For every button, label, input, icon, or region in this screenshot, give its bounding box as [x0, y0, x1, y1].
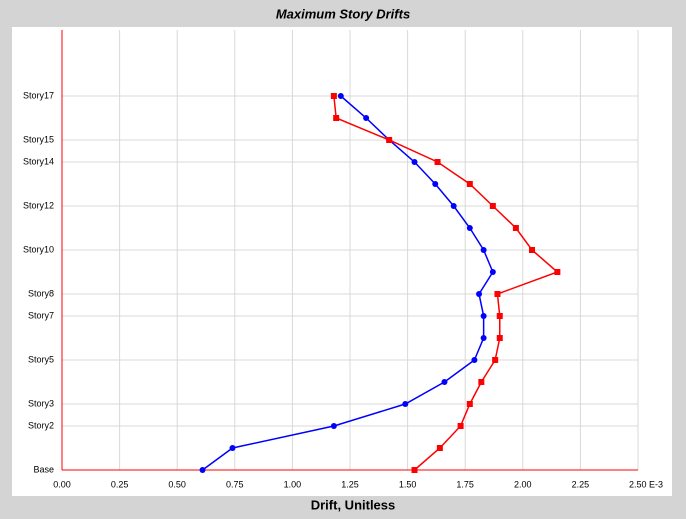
chart-title: Maximum Story Drifts [276, 6, 410, 21]
marker [434, 159, 441, 165]
marker [489, 203, 496, 209]
y-tick-label: Base [33, 464, 54, 474]
marker [489, 269, 496, 275]
y-tick-label: Story15 [23, 134, 54, 144]
marker [529, 247, 536, 253]
x-tick-label: 1.50 [399, 479, 417, 489]
marker [492, 357, 499, 363]
series-line [333, 95, 559, 471]
y-tick-label: Story5 [28, 354, 54, 364]
y-tick-label: Story17 [23, 90, 54, 100]
marker [330, 423, 337, 429]
x-tick-label: 0.25 [111, 479, 129, 489]
marker [363, 115, 370, 121]
y-tick-label: Story3 [28, 398, 54, 408]
marker [478, 379, 485, 385]
marker [554, 269, 561, 275]
y-tick-label: Story7 [28, 310, 54, 320]
marker [411, 467, 418, 473]
marker [402, 401, 409, 407]
x-tick-label: 1.00 [284, 479, 302, 489]
x-tick-label: 2.00 [514, 479, 532, 489]
marker [450, 203, 457, 209]
x-axis-label: Drift, Unitless [311, 497, 396, 512]
marker [496, 313, 503, 319]
marker [476, 291, 483, 297]
marker [432, 181, 439, 187]
marker [457, 423, 464, 429]
marker [386, 137, 393, 143]
marker [466, 401, 473, 407]
marker [199, 467, 206, 473]
marker [480, 247, 487, 253]
y-tick-label: Story10 [23, 244, 54, 254]
y-tick-label: Story14 [23, 156, 54, 166]
plot-panel [12, 27, 672, 496]
series-line [202, 95, 494, 471]
marker [466, 225, 473, 231]
marker [229, 445, 236, 451]
marker [471, 357, 478, 363]
x-tick-label: 1.75 [456, 479, 474, 489]
marker [480, 313, 487, 319]
x-tick-label: 1.25 [341, 479, 359, 489]
marker [512, 225, 519, 231]
marker [337, 93, 344, 99]
x-tick-label: 2.50 E-3 [629, 479, 663, 489]
marker [496, 335, 503, 341]
marker [494, 291, 501, 297]
marker [330, 93, 337, 99]
x-tick-label: 2.25 [572, 479, 590, 489]
y-tick-label: Story2 [28, 420, 54, 430]
x-tick-label: 0.50 [168, 479, 186, 489]
x-tick-label: 0.75 [226, 479, 244, 489]
marker [480, 335, 487, 341]
y-tick-label: Story12 [23, 200, 54, 210]
marker [441, 379, 448, 385]
marker [333, 115, 340, 121]
x-tick-label: 0.00 [53, 479, 71, 489]
marker [411, 159, 418, 165]
marker [436, 445, 443, 451]
marker [466, 181, 473, 187]
y-tick-label: Story8 [28, 288, 54, 298]
